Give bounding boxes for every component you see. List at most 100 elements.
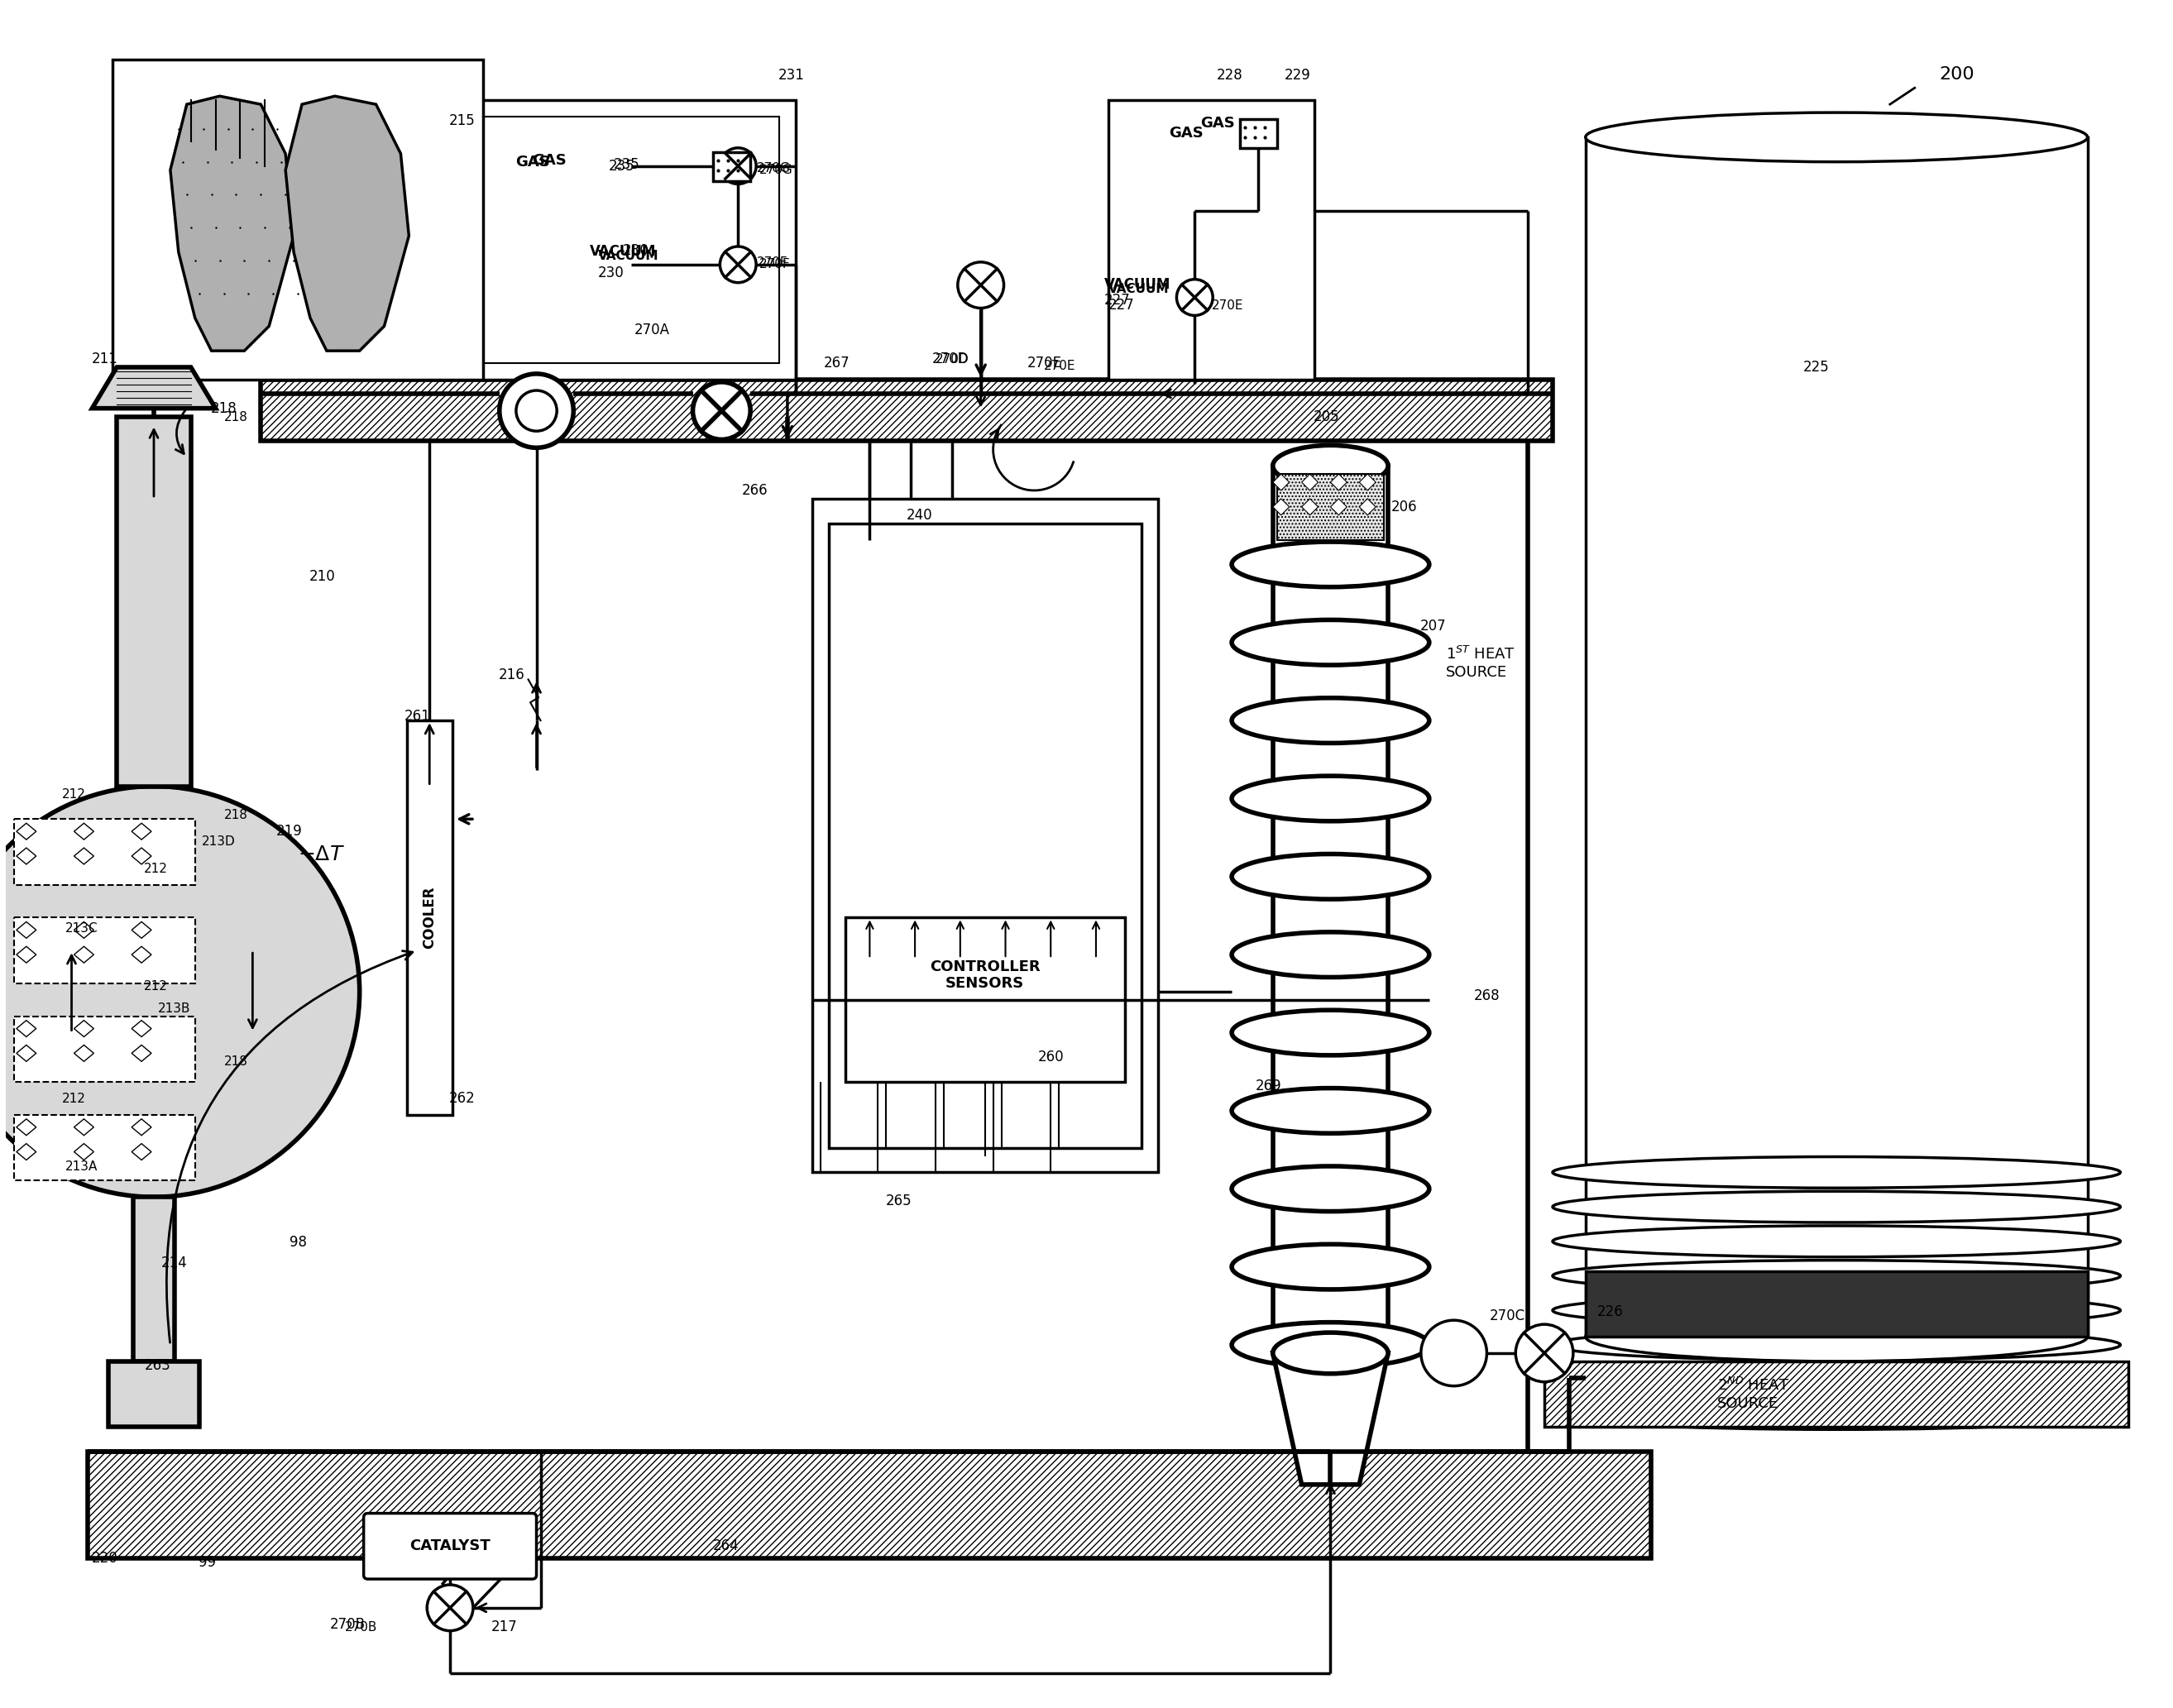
Polygon shape bbox=[74, 1020, 93, 1037]
Text: 217: 217 bbox=[491, 1619, 517, 1635]
Polygon shape bbox=[285, 96, 409, 350]
Ellipse shape bbox=[1232, 1088, 1430, 1134]
Text: 219: 219 bbox=[276, 823, 302, 839]
Polygon shape bbox=[17, 823, 37, 840]
Polygon shape bbox=[17, 1045, 37, 1061]
Polygon shape bbox=[1360, 499, 1376, 516]
Circle shape bbox=[428, 1585, 474, 1631]
Text: 270E: 270E bbox=[1028, 355, 1060, 371]
Circle shape bbox=[693, 383, 750, 439]
Text: 213C: 213C bbox=[65, 922, 98, 934]
Polygon shape bbox=[1302, 475, 1319, 490]
Bar bbox=[813, 499, 1158, 1172]
Text: 262: 262 bbox=[450, 1091, 476, 1105]
Polygon shape bbox=[133, 946, 152, 963]
Polygon shape bbox=[74, 823, 93, 840]
Circle shape bbox=[0, 786, 359, 1197]
Circle shape bbox=[719, 246, 756, 282]
Text: 98: 98 bbox=[289, 1235, 306, 1250]
Text: 270F: 270F bbox=[756, 256, 789, 268]
Polygon shape bbox=[17, 1020, 37, 1037]
Polygon shape bbox=[1302, 499, 1319, 516]
Text: 270D: 270D bbox=[934, 354, 969, 366]
Ellipse shape bbox=[1554, 1156, 2121, 1189]
Text: 200: 200 bbox=[1938, 67, 1975, 84]
Ellipse shape bbox=[1232, 1009, 1430, 1056]
Text: 218: 218 bbox=[224, 1056, 248, 1068]
Bar bbox=[13, 917, 196, 984]
Polygon shape bbox=[74, 946, 93, 963]
Bar bbox=[89, 1452, 1651, 1558]
Text: 225: 225 bbox=[1804, 360, 1830, 374]
Text: 265: 265 bbox=[884, 1194, 910, 1209]
Text: COOLER: COOLER bbox=[422, 886, 437, 950]
Text: 263: 263 bbox=[146, 1358, 172, 1373]
Ellipse shape bbox=[1554, 1363, 2121, 1395]
Text: GAS: GAS bbox=[532, 152, 567, 167]
Text: VACUUM: VACUUM bbox=[589, 244, 656, 260]
Polygon shape bbox=[74, 1119, 93, 1136]
Polygon shape bbox=[17, 1144, 37, 1160]
Circle shape bbox=[1421, 1320, 1486, 1385]
Text: VACUUM: VACUUM bbox=[598, 249, 658, 263]
Ellipse shape bbox=[1232, 1322, 1430, 1368]
Polygon shape bbox=[74, 922, 93, 938]
Text: 212: 212 bbox=[61, 1093, 85, 1105]
Bar bbox=[117, 417, 191, 786]
Polygon shape bbox=[74, 847, 93, 864]
Text: 1$^{ST}$ HEAT
SOURCE: 1$^{ST}$ HEAT SOURCE bbox=[1445, 646, 1515, 680]
Text: 269: 269 bbox=[1256, 1079, 1282, 1093]
Text: 270A: 270A bbox=[635, 323, 669, 338]
Circle shape bbox=[1515, 1324, 1573, 1382]
Ellipse shape bbox=[1586, 113, 2088, 162]
Polygon shape bbox=[1273, 475, 1289, 490]
Text: CATALYST: CATALYST bbox=[411, 1539, 491, 1554]
Text: 270C: 270C bbox=[1489, 1308, 1525, 1324]
Circle shape bbox=[719, 149, 756, 184]
Bar bbox=[1586, 1271, 2088, 1337]
Text: 267: 267 bbox=[824, 355, 850, 371]
Text: 270F: 270F bbox=[758, 258, 791, 272]
Text: 235: 235 bbox=[608, 159, 635, 174]
Text: 270D: 270D bbox=[932, 352, 969, 367]
Text: 226: 226 bbox=[1597, 1305, 1623, 1320]
Text: 212: 212 bbox=[143, 863, 167, 874]
Bar bbox=[406, 721, 452, 1115]
Text: 227: 227 bbox=[1108, 299, 1134, 313]
Text: $-\Delta T$: $-\Delta T$ bbox=[298, 844, 346, 864]
Ellipse shape bbox=[1232, 541, 1430, 588]
Ellipse shape bbox=[1232, 775, 1430, 822]
Bar bbox=[113, 60, 482, 379]
Ellipse shape bbox=[1232, 699, 1430, 743]
Bar bbox=[1278, 475, 1384, 540]
Bar bbox=[13, 1115, 196, 1180]
Polygon shape bbox=[133, 1020, 152, 1037]
Text: 266: 266 bbox=[741, 483, 767, 497]
Text: 270E: 270E bbox=[1043, 360, 1076, 372]
Ellipse shape bbox=[1554, 1329, 2121, 1361]
Bar bbox=[109, 1361, 200, 1428]
Ellipse shape bbox=[1232, 854, 1430, 898]
Bar bbox=[828, 523, 1141, 1148]
Text: 207: 207 bbox=[1421, 618, 1447, 634]
Polygon shape bbox=[17, 847, 37, 864]
Text: 205: 205 bbox=[1312, 408, 1339, 424]
Bar bbox=[133, 1197, 174, 1361]
Polygon shape bbox=[133, 1045, 152, 1061]
Text: 214: 214 bbox=[161, 1255, 187, 1271]
Circle shape bbox=[500, 374, 574, 447]
Text: VACUUM: VACUUM bbox=[1108, 284, 1169, 295]
Text: 240: 240 bbox=[906, 507, 932, 523]
Ellipse shape bbox=[1273, 1332, 1389, 1373]
Polygon shape bbox=[17, 946, 37, 963]
Polygon shape bbox=[169, 96, 293, 350]
Text: 229: 229 bbox=[1284, 68, 1310, 84]
Ellipse shape bbox=[1554, 1399, 2121, 1430]
Bar bbox=[13, 820, 196, 885]
Text: 231: 231 bbox=[778, 68, 804, 84]
Text: 264: 264 bbox=[713, 1539, 739, 1554]
Ellipse shape bbox=[1232, 1167, 1430, 1211]
Text: 215: 215 bbox=[450, 113, 476, 128]
Polygon shape bbox=[1330, 499, 1347, 516]
Text: GAS: GAS bbox=[1169, 126, 1204, 140]
